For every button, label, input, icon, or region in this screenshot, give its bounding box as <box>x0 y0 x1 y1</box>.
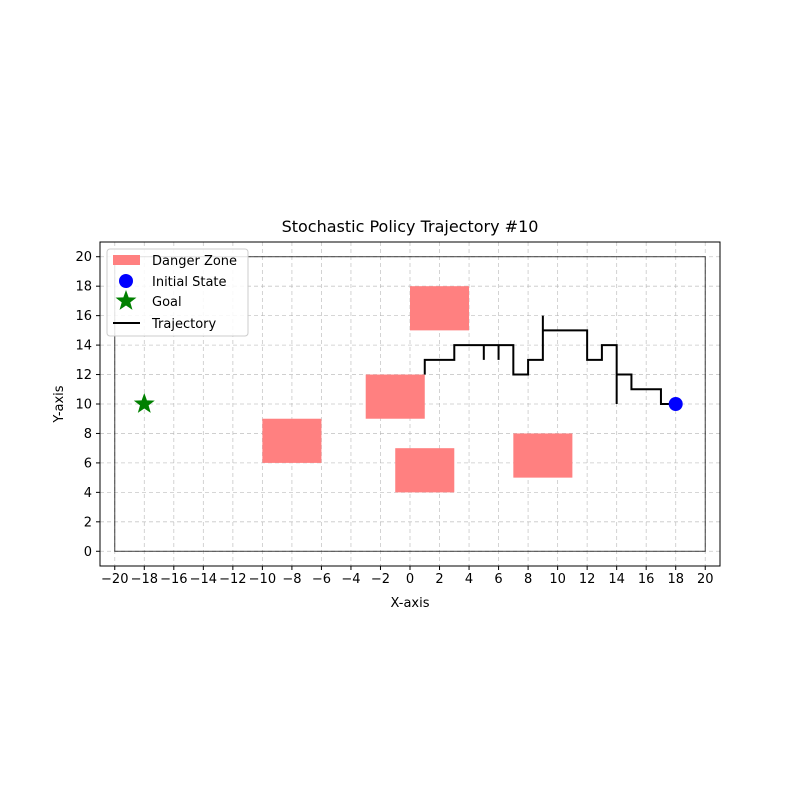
danger-zone-rect <box>410 286 470 331</box>
legend-goal-label: Goal <box>152 295 182 310</box>
x-tick-label: 14 <box>608 572 625 587</box>
x-tick-label: −18 <box>131 572 158 587</box>
legend-initial-state-marker <box>119 274 133 288</box>
chart-title: Stochastic Policy Trajectory #10 <box>282 217 539 236</box>
legend-trajectory-label: Trajectory <box>151 317 216 332</box>
state-markers <box>133 393 683 413</box>
legend-box <box>106 248 249 337</box>
boundary-rect <box>114 256 706 552</box>
y-tick-label: 18 <box>75 280 92 295</box>
x-axis-label: X-axis <box>391 596 430 611</box>
x-tick-label: −16 <box>160 572 187 587</box>
x-tick-label: −14 <box>190 572 217 587</box>
x-tick-label: −6 <box>312 572 331 587</box>
x-tick-label: 16 <box>638 572 655 587</box>
x-tick-label: −2 <box>371 572 390 587</box>
legend-initial-state-label: Initial State <box>152 275 227 290</box>
trajectory-line <box>423 315 676 405</box>
y-tick-label: 0 <box>84 545 92 560</box>
legend: Danger Zone Initial State Goal Trajector… <box>106 248 249 337</box>
goal-star-marker <box>133 393 155 413</box>
y-tick-label: 4 <box>84 486 92 501</box>
x-axis-ticks: −20 −18 −16 −14 −12 −10 −8 −6 −4 −2 0 2 4 6 8 10 12 14 16 1… <box>101 566 714 587</box>
environment-boundary <box>114 256 706 552</box>
y-tick-label: 2 <box>84 515 92 530</box>
x-tick-label: 4 <box>465 572 473 587</box>
x-tick-label: 20 <box>697 572 714 587</box>
x-tick-label: −12 <box>219 572 246 587</box>
x-tick-label: −20 <box>101 572 128 587</box>
x-tick-label: 10 <box>549 572 566 587</box>
y-axis-label: Y-axis <box>52 385 67 423</box>
y-tick-label: 8 <box>84 427 92 442</box>
y-tick-label: 20 <box>75 250 92 265</box>
danger-zone-rect <box>365 374 425 419</box>
y-tick-label: 12 <box>75 368 92 383</box>
legend-goal-star-marker <box>115 290 137 310</box>
y-tick-label: 14 <box>75 339 92 354</box>
x-tick-label: 6 <box>494 572 502 587</box>
x-tick-label: −4 <box>341 572 360 587</box>
legend-danger-zone-label: Danger Zone <box>152 254 237 269</box>
trajectory-series <box>423 315 676 405</box>
danger-zone-rect <box>395 448 455 493</box>
danger-zone-rect <box>513 433 573 478</box>
y-tick-label: 16 <box>75 309 92 324</box>
x-tick-label: 2 <box>435 572 443 587</box>
y-axis-ticks: 0 2 4 6 8 10 12 14 16 18 20 <box>75 250 100 560</box>
x-tick-label: 8 <box>524 572 532 587</box>
danger-zones <box>262 286 573 493</box>
x-tick-label: −8 <box>282 572 301 587</box>
x-tick-label: −10 <box>249 572 276 587</box>
initial-state-marker <box>668 397 683 411</box>
y-tick-label: 6 <box>84 456 92 471</box>
danger-zone-rect <box>262 418 322 463</box>
y-tick-label: 10 <box>75 398 92 413</box>
x-tick-label: 12 <box>579 572 596 587</box>
x-tick-label: 18 <box>667 572 684 587</box>
legend-danger-zone-swatch <box>113 255 140 265</box>
x-tick-label: 0 <box>406 572 414 587</box>
